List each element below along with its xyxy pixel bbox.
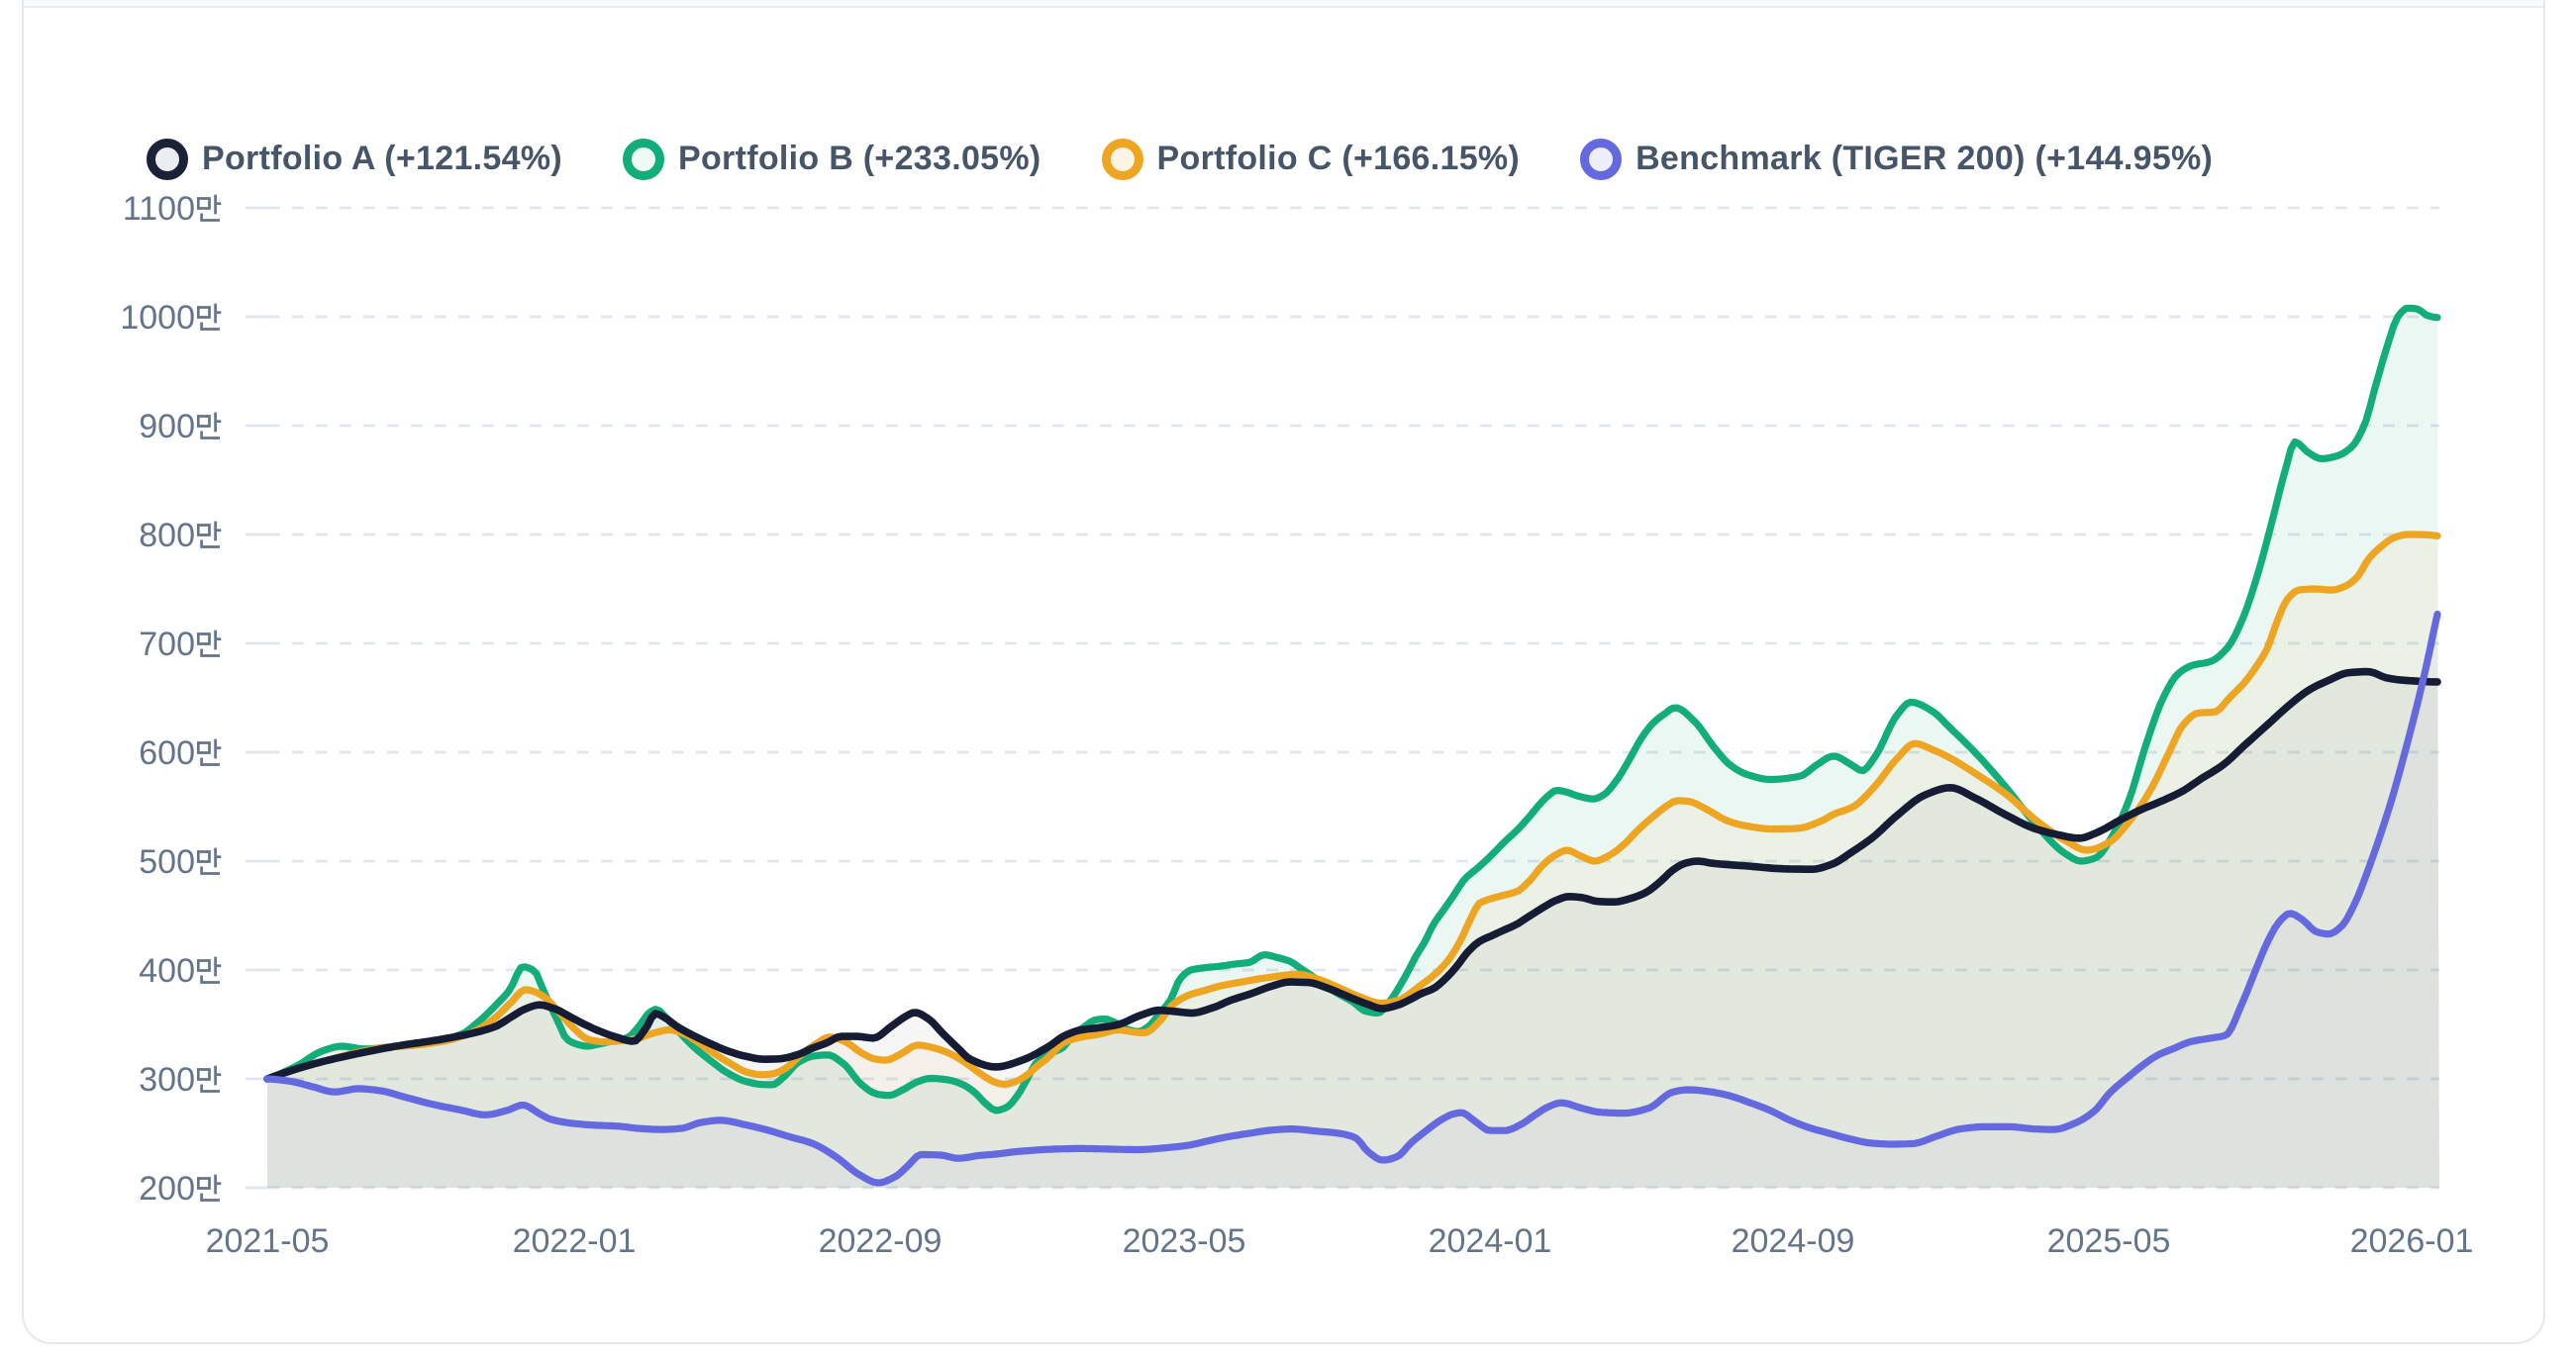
svg-text:2025-05: 2025-05: [2047, 1222, 2171, 1260]
svg-text:300: 300: [139, 1061, 195, 1099]
svg-text:400: 400: [139, 952, 195, 990]
svg-text:1100: 1100: [123, 190, 195, 228]
svg-text:200: 200: [139, 1170, 195, 1208]
svg-text:2024-01: 2024-01: [1429, 1222, 1552, 1260]
svg-text:2023-05: 2023-05: [1123, 1222, 1246, 1260]
svg-text:1000: 1000: [120, 299, 195, 337]
svg-text:500: 500: [139, 843, 195, 881]
svg-text:2024-09: 2024-09: [1732, 1222, 1855, 1260]
svg-text:700: 700: [139, 626, 195, 663]
svg-text:2022-01: 2022-01: [513, 1222, 637, 1260]
svg-text:900: 900: [139, 408, 195, 445]
svg-text:600: 600: [139, 734, 195, 772]
svg-text:2022-09: 2022-09: [819, 1222, 942, 1260]
svg-text:2021-05: 2021-05: [206, 1222, 330, 1260]
svg-text:2026-01: 2026-01: [2350, 1222, 2474, 1260]
svg-text:800: 800: [139, 517, 195, 554]
